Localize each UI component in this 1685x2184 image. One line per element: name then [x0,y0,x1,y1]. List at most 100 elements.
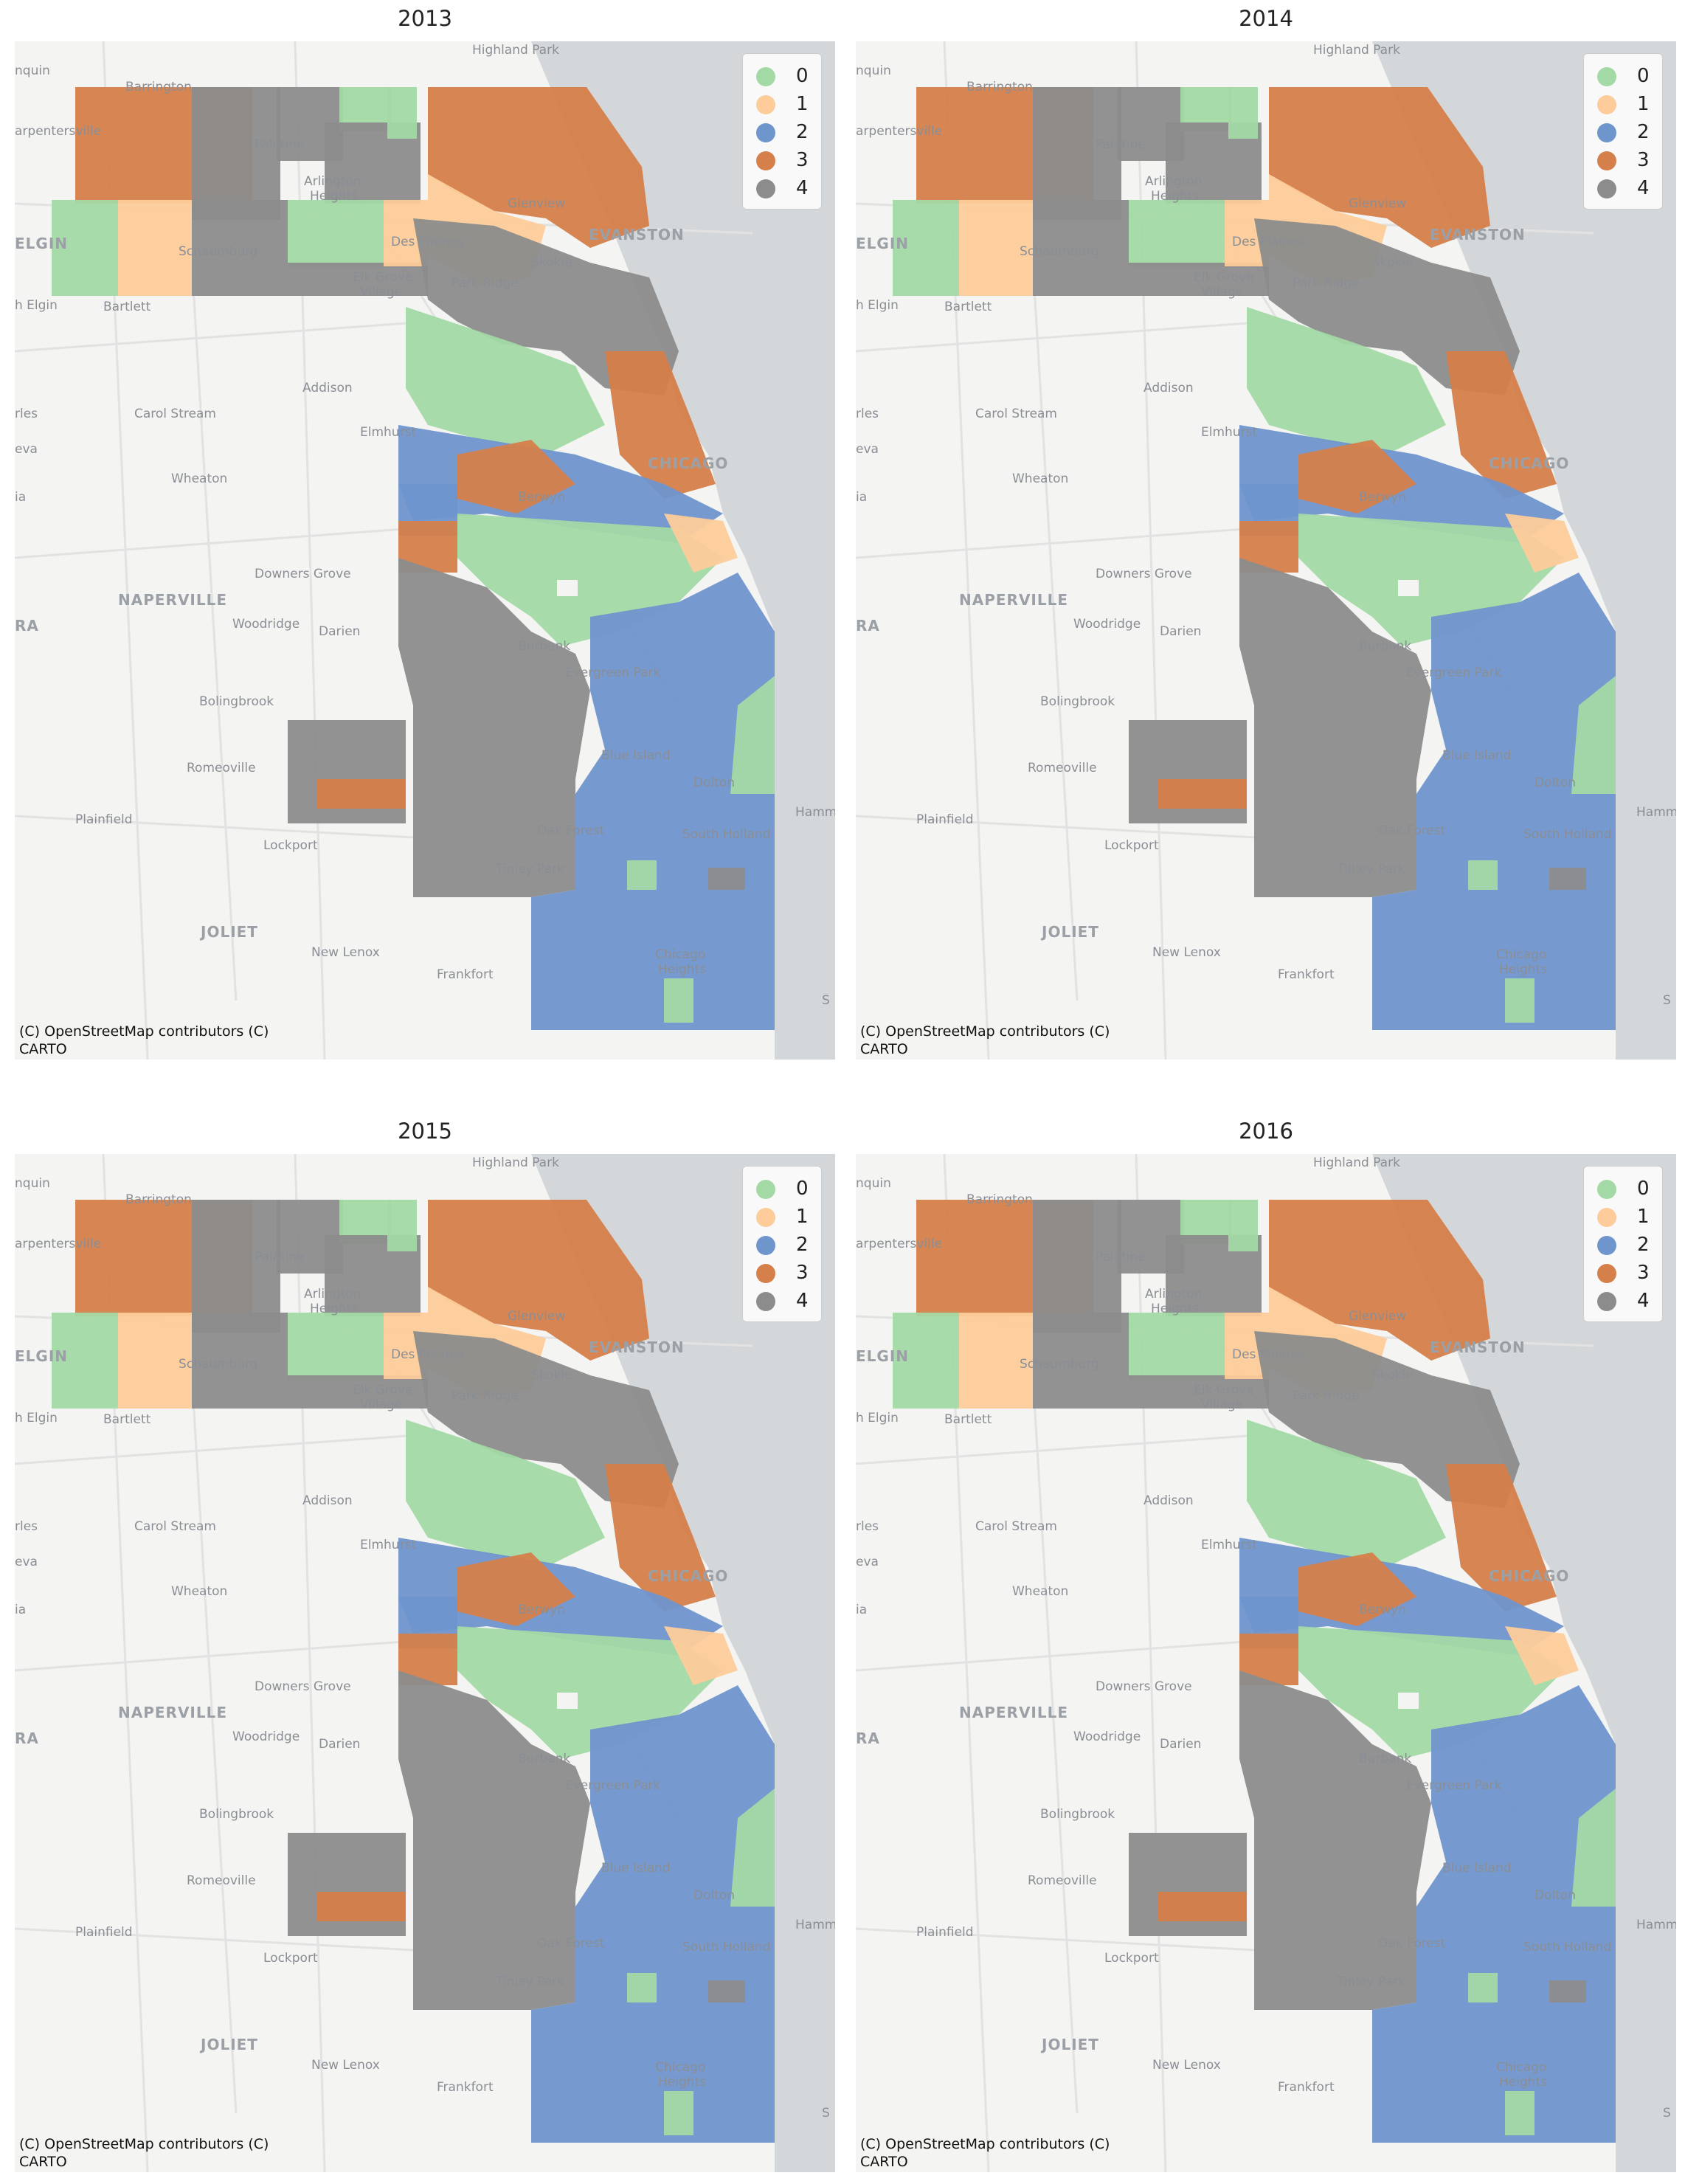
place-label: S [1663,993,1671,1008]
place-label: Park Ridge [451,1389,519,1403]
region [52,200,118,296]
place-label: Elmhurst [360,1538,417,1552]
place-label: New Lenox [311,2058,380,2073]
place-label: Tinley Park [496,862,564,877]
region [1468,1973,1498,2002]
region [627,860,657,890]
legend: 0 1 2 3 4 [1583,53,1663,210]
place-label: Heights [310,1302,359,1316]
place-label: Heights [1499,962,1548,977]
region [730,1789,775,1907]
place-label: Elmhurst [360,425,417,440]
region [1571,1789,1616,1907]
legend-label: 1 [1637,93,1650,115]
place-label: Downers Grove [255,567,351,581]
region [1129,263,1269,296]
place-label: Bolingbrook [199,1807,274,1822]
legend-item: 4 [756,176,820,200]
legend-swatch [756,1180,775,1199]
place-label: EVANSTON [1430,1338,1526,1356]
attribution-line: (C) OpenStreetMap contributors (C) [860,2136,1110,2152]
place-label: Heights [1151,1302,1200,1316]
place-label: Bartlett [103,300,151,314]
place-label: Skokie [1372,255,1414,270]
legend-item: 1 [756,1205,820,1228]
place-label: Downers Grove [255,1679,351,1694]
region [288,263,428,296]
place-label: CHICAGO [648,1567,729,1585]
place-label: Elk Grove [1194,270,1254,285]
place-label: Lockport [263,1951,318,1966]
water-gap [557,580,578,596]
region [1468,860,1498,890]
place-label: Dolton [1535,1888,1577,1903]
region [1247,307,1446,455]
region [605,351,716,499]
place-label: Palatine [1096,1250,1146,1265]
place-label: Plainfield [75,1925,133,1940]
region [1269,1200,1490,1361]
legend: 0 1 2 3 4 [1583,1166,1663,1322]
legend-item: 4 [1597,1289,1661,1313]
place-label: Plainfield [75,812,133,827]
place-label: Evergreen Park [1406,666,1502,680]
attribution-line: (C) OpenStreetMap contributors (C) [860,1023,1110,1040]
legend-label: 0 [796,1178,809,1200]
place-label: Blue Island [1442,748,1512,763]
attribution-line: CARTO [860,2154,908,2170]
legend-swatch [1597,179,1616,198]
place-label: eva [856,1555,879,1569]
map-canvas[interactable]: Highland Park Barrington nquin arpenters… [856,41,1676,1060]
place-label: nquin [15,63,50,78]
lake-michigan [531,1154,835,2172]
legend-swatch [756,1236,775,1255]
place-label: New Lenox [1152,945,1221,960]
attribution: (C) OpenStreetMap contributors (C) CARTO [19,2135,269,2171]
place-label: Arlington [304,1287,361,1302]
legend-label: 0 [1637,65,1650,87]
region [1158,1892,1247,1921]
place-label: arpentersville [15,124,102,139]
region [1158,779,1247,809]
place-label: Heights [1151,189,1200,204]
lake-michigan [1372,41,1676,1060]
legend-label: 3 [1637,149,1650,171]
place-label: JOLIET [1042,2036,1099,2053]
place-label: Elk Grove [353,1383,413,1397]
map-canvas[interactable]: Highland Park Barrington nquin arpenters… [856,1154,1676,2172]
place-label: South Holland [682,827,771,842]
region [406,307,605,455]
region [664,2091,693,2135]
legend-swatch [1597,95,1616,114]
place-label: ia [856,490,868,505]
place-label: Barrington [966,1192,1033,1207]
place-label: Skokie [531,1368,572,1383]
place-label: CHICAGO [1489,455,1570,472]
place-label: h Elgin [856,1411,899,1426]
place-label: Burbank [1359,1752,1412,1766]
region [664,1626,738,1685]
legend-swatch [756,1208,775,1227]
place-label: South Holland [682,1940,771,1955]
region [893,1313,959,1409]
region [1298,440,1416,514]
place-label: EVANSTON [1430,226,1526,243]
legend-item: 0 [756,1177,820,1200]
place-label: Romeoville [1028,1873,1097,1888]
place-label: Village [1201,285,1244,300]
place-label: Bolingbrook [199,694,274,709]
water-gap [1398,580,1419,596]
place-label: Woodridge [232,1729,300,1744]
map-canvas[interactable]: Highland Park Barrington nquin arpenters… [15,1154,835,2172]
map-canvas[interactable]: Highland Park Barrington nquin arpenters… [15,41,835,1060]
place-label: Barrington [125,1192,192,1207]
region [730,676,775,794]
region [288,200,384,266]
place-label: Downers Grove [1096,1679,1192,1694]
place-label: Arlington [304,174,361,189]
place-label: Glenview [1349,1309,1407,1324]
region [1372,1685,1616,2143]
place-label: Berwyn [1359,1603,1406,1617]
water-gap [557,1693,578,1709]
place-label: Glenview [508,1309,566,1324]
